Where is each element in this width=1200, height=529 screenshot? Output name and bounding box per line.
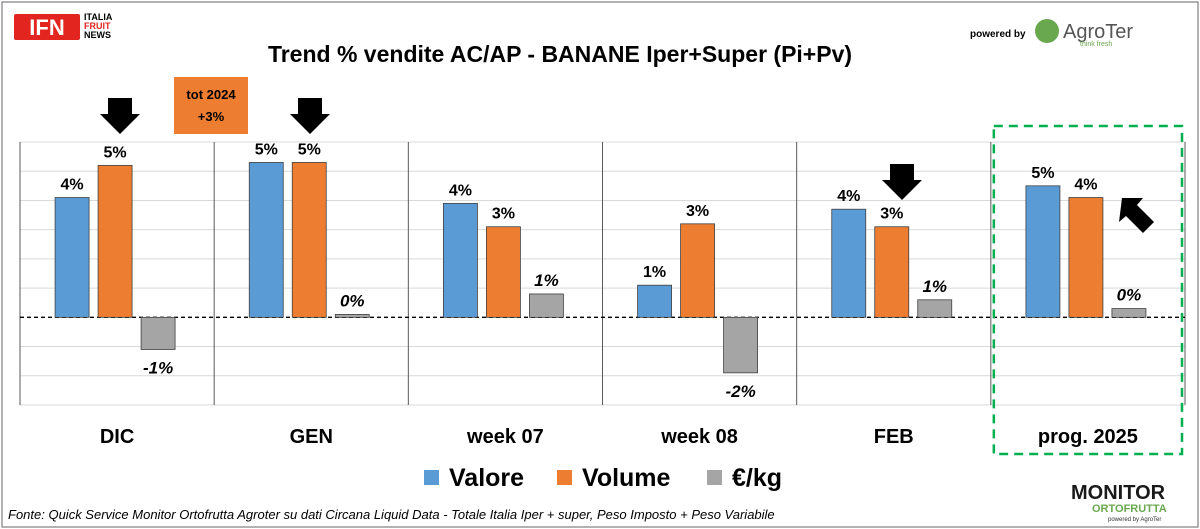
data-label-prezzo: 0% <box>340 291 365 310</box>
legend-label-valore: Valore <box>449 464 524 492</box>
bar-volume <box>874 226 910 318</box>
ifn-logo-text: IFN <box>29 15 64 40</box>
data-label-valore: 4% <box>837 188 860 205</box>
annotation-line2: +3% <box>198 109 225 124</box>
arrow-up-left-icon <box>1119 198 1154 233</box>
bar-valore <box>443 202 478 318</box>
legend-label-volume: Volume <box>582 464 671 492</box>
bar-volume <box>486 226 521 318</box>
data-label-prezzo: 0% <box>1117 286 1142 305</box>
data-label-prezzo: -2% <box>725 382 755 401</box>
monitor-ortofrutta-logo: MONITOR ORTOFRUTTA powered by AgroTer <box>1071 482 1167 523</box>
ifn-line2: FRUIT <box>84 21 111 31</box>
annotation-line1: tot 2024 <box>186 87 236 102</box>
chart-title: Trend % vendite AC/AP - BANANE Iper+Supe… <box>268 41 852 67</box>
monitor-line2: ORTOFRUTTA <box>1092 503 1167 515</box>
annotation-box: tot 2024 +3% <box>174 77 248 134</box>
bar-valore <box>831 208 867 318</box>
agroter-logo: powered by AgroTer think fresh <box>970 19 1133 48</box>
monitor-line1: MONITOR <box>1071 482 1166 504</box>
data-label-volume: 3% <box>880 206 903 223</box>
bar-valore <box>248 162 284 318</box>
bar-prezzo <box>723 316 758 374</box>
plot-area: 4% 5% -1% DIC 5% 5% 0% GEN 4% 3% 1% week 07 1% 3% -2% w… <box>19 124 1186 456</box>
arrow-down-icon <box>290 98 330 134</box>
legend-swatch-prezzo <box>707 470 722 485</box>
source-note: Fonte: Quick Service Monitor Ortofrutta … <box>8 507 775 522</box>
data-label-prezzo: 1% <box>534 271 559 290</box>
data-label-volume: 3% <box>492 206 515 223</box>
bar-prezzo <box>140 316 176 350</box>
data-label-valore: 4% <box>449 182 472 199</box>
category-label: prog. 2025 <box>1038 426 1138 448</box>
ifn-line3: NEWS <box>84 30 111 40</box>
agroter-tagline: think fresh <box>1080 41 1112 48</box>
bar-prezzo <box>917 299 953 318</box>
bar-valore <box>1025 185 1061 318</box>
ifn-logo-badge <box>14 14 80 40</box>
category-label: DIC <box>100 426 134 448</box>
category-label: GEN <box>290 426 333 448</box>
highlight-box <box>992 124 1184 456</box>
legend-label-prezzo: €/kg <box>732 464 782 492</box>
bar-valore <box>54 197 90 318</box>
bar-valore <box>637 284 672 318</box>
data-label-volume: 5% <box>104 144 127 161</box>
agroter-name: AgroTer <box>1063 21 1133 43</box>
bar-volume <box>97 164 133 318</box>
data-label-volume: 5% <box>298 141 321 158</box>
data-label-valore: 4% <box>61 177 84 194</box>
bar-volume <box>680 223 715 318</box>
bar-volume <box>1068 197 1104 318</box>
ifn-logo: IFN ITALIA FRUIT NEWS <box>14 12 113 40</box>
legend: Valore Volume €/kg <box>424 464 782 492</box>
bar-prezzo <box>334 314 370 318</box>
bar-prezzo <box>1111 308 1147 318</box>
data-label-volume: 4% <box>1074 177 1097 194</box>
data-label-prezzo: 1% <box>922 277 947 296</box>
data-label-valore: 5% <box>255 141 278 158</box>
data-label-valore: 5% <box>1031 165 1054 182</box>
category-label: FEB <box>874 426 914 448</box>
category-label: week 08 <box>660 426 738 448</box>
annotation-background <box>174 77 248 134</box>
data-label-valore: 1% <box>643 264 666 281</box>
ifn-line1: ITALIA <box>84 12 113 22</box>
data-label-prezzo: -1% <box>143 358 173 377</box>
category-label: week 07 <box>466 426 544 448</box>
bar-volume <box>291 162 327 318</box>
bar-prezzo <box>529 293 564 318</box>
powered-by-text: powered by <box>970 29 1026 40</box>
tree-icon <box>1035 19 1059 43</box>
legend-swatch-valore <box>424 470 439 485</box>
data-label-volume: 3% <box>686 203 709 220</box>
arrow-down-icon <box>882 164 922 200</box>
arrow-down-icon <box>100 98 140 134</box>
legend-swatch-volume <box>557 470 572 485</box>
monitor-line3: powered by AgroTer <box>1108 517 1161 523</box>
